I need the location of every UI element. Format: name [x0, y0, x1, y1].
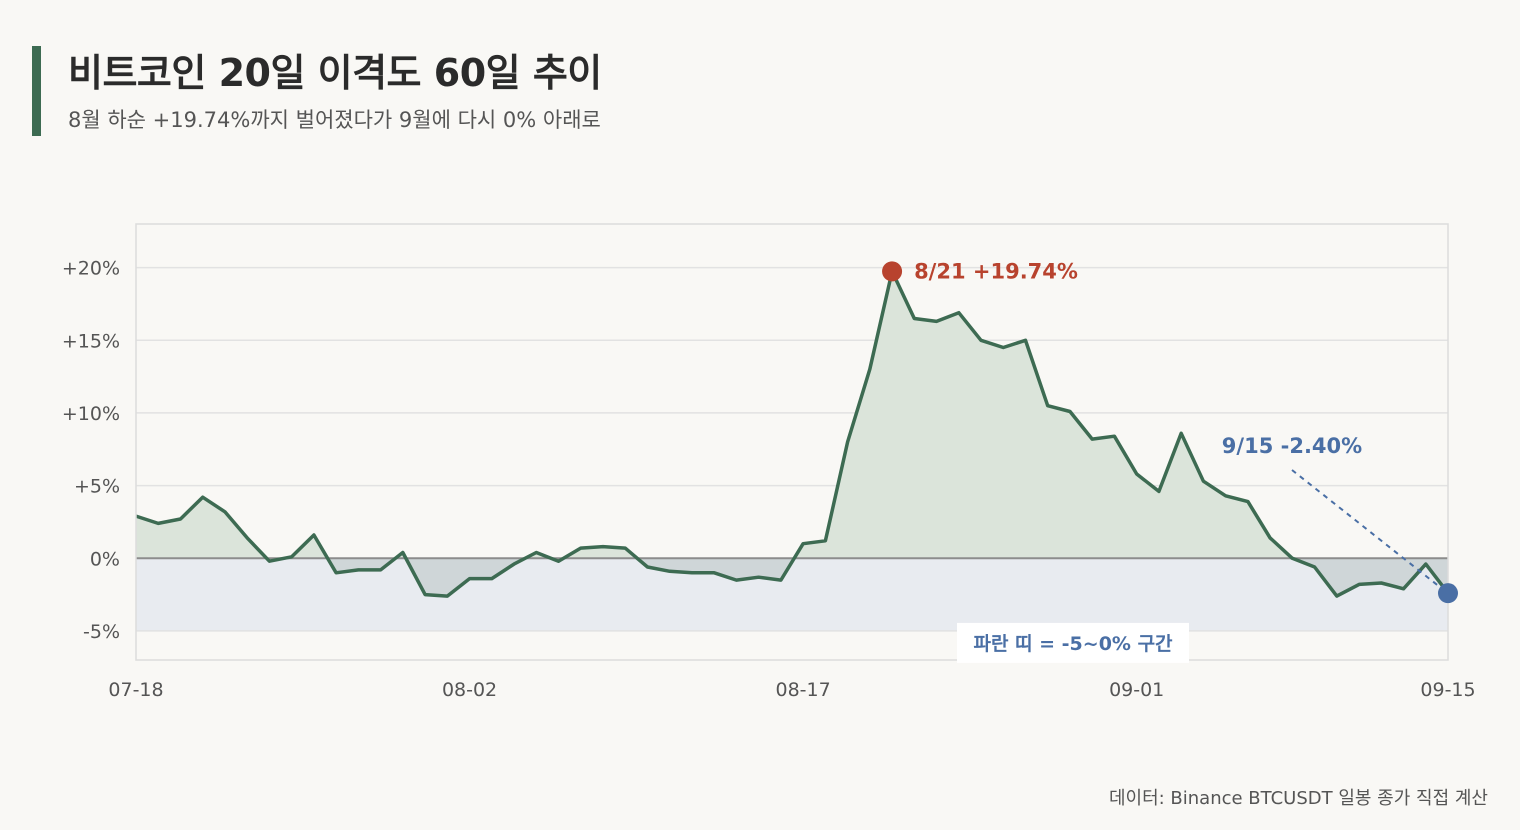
- chart-subtitle: 8월 하순 +19.74%까지 벌어졌다가 9월에 다시 0% 아래로: [68, 108, 601, 132]
- band-label: 파란 띠 = -5~0% 구간: [973, 633, 1173, 655]
- positive-area: [136, 271, 1293, 559]
- x-tick-label: 08-02: [442, 679, 497, 701]
- band-label-bg: [957, 622, 1189, 663]
- end-marker: [1438, 583, 1458, 604]
- end-leader-line: [1291, 469, 1441, 588]
- y-tick-label: -5%: [83, 621, 120, 643]
- data-source-note: 데이터: Binance BTCUSDT 일봉 종가 직접 계산: [1108, 788, 1488, 809]
- plot-frame: [135, 223, 1449, 661]
- y-tick-label: +5%: [74, 476, 120, 498]
- series-line: [135, 269, 1450, 598]
- y-tick-label: +20%: [62, 258, 120, 280]
- x-tick-label: 09-01: [1109, 679, 1164, 701]
- y-tick-label: +10%: [62, 403, 120, 425]
- x-tick-label: 07-18: [108, 679, 163, 701]
- peak-annotation: 8/21 +19.74%: [914, 259, 1078, 283]
- y-tick-label: 0%: [90, 548, 120, 570]
- x-tick-label: 08-17: [776, 679, 831, 701]
- title-accent-bar: [32, 46, 41, 136]
- x-tick-label: 09-15: [1420, 679, 1475, 701]
- y-tick-label: +15%: [62, 330, 120, 352]
- peak-marker: [882, 261, 903, 282]
- negative-area: [136, 558, 1448, 597]
- chart-title: 비트코인 20일 이격도 60일 추이: [68, 51, 602, 95]
- end-annotation: 9/15 -2.40%: [1222, 434, 1362, 458]
